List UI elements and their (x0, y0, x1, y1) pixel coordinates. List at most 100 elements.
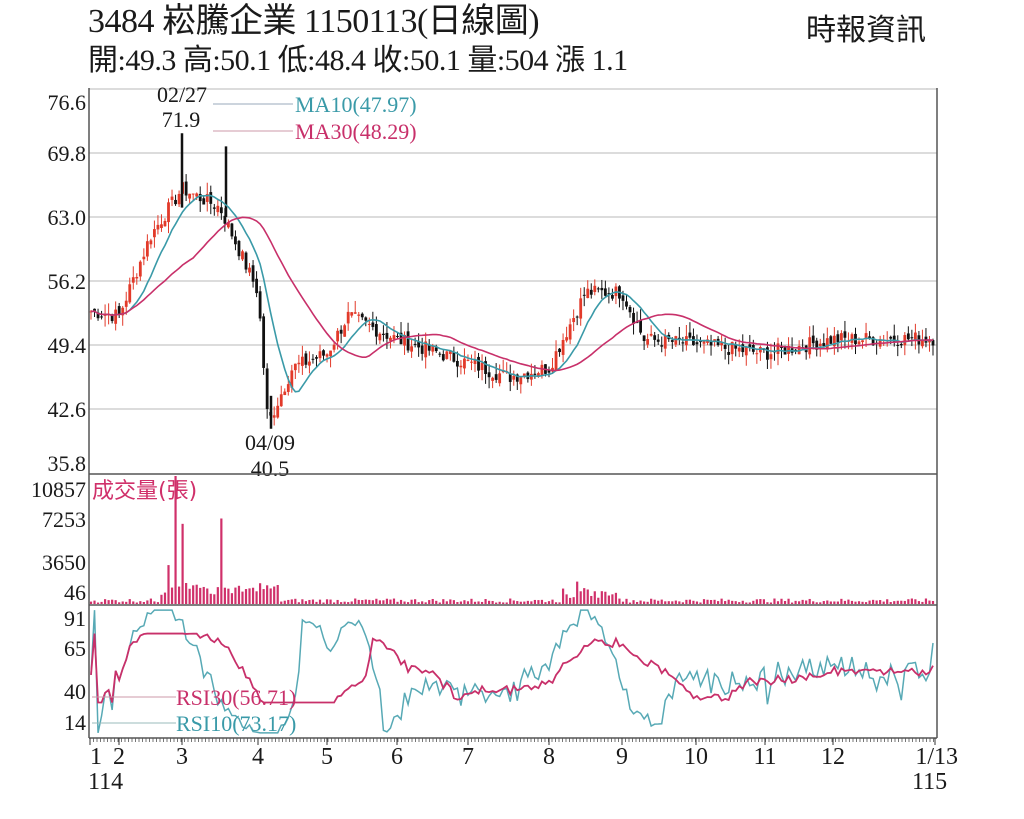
volume-bar (350, 601, 353, 604)
volume-bar (364, 599, 367, 604)
candle (737, 347, 741, 352)
volume-bar (614, 592, 618, 604)
price-tick: 35.8 (48, 451, 87, 476)
candle (628, 306, 632, 313)
volume-bar (702, 599, 706, 604)
candle (237, 240, 241, 257)
volume-bar (396, 601, 399, 604)
price-tick: 63.0 (48, 205, 87, 230)
volume-bar (188, 588, 191, 604)
candle (586, 288, 590, 299)
volume-bar (96, 602, 100, 604)
candle (533, 373, 537, 375)
candle (226, 222, 230, 228)
volume-bar (836, 601, 839, 604)
volume-bar (872, 599, 875, 604)
candle (748, 344, 752, 348)
candle (396, 335, 399, 337)
volume-bar (431, 598, 434, 604)
candle (241, 251, 244, 260)
volume-bar (170, 587, 174, 604)
candle (850, 334, 854, 343)
candle (537, 373, 540, 377)
volume-bar (643, 601, 646, 604)
candle (653, 335, 657, 340)
candle (353, 312, 357, 314)
candle (360, 313, 364, 318)
candle (776, 343, 780, 355)
candle (498, 373, 502, 384)
ma10-line (90, 194, 934, 393)
volume-bar (280, 601, 283, 604)
volume-bar (505, 602, 508, 604)
volume-bar (667, 601, 670, 604)
volume-bar (660, 599, 663, 604)
candle (730, 341, 734, 355)
candle (688, 332, 692, 338)
volume-bar (798, 601, 801, 604)
candle (589, 289, 593, 295)
candle (769, 354, 773, 360)
volume-bar (488, 600, 491, 604)
volume-bar (681, 602, 684, 604)
candle (131, 277, 135, 283)
candle (371, 322, 375, 327)
candle (607, 293, 611, 295)
x-tick-label: 12 (821, 744, 845, 770)
candle (600, 287, 604, 291)
volume-bar (787, 598, 790, 604)
candle (329, 350, 332, 357)
candle (89, 311, 93, 313)
volume-bar (347, 602, 350, 604)
candle (198, 193, 202, 202)
candle (124, 300, 128, 307)
price-tick: 42.6 (48, 397, 87, 422)
candle (290, 370, 294, 388)
candle (276, 405, 280, 418)
price-pane: 76.6 69.8 63.0 56.2 49.4 42.6 35.8 MA10(… (48, 82, 937, 481)
volume-bar (392, 598, 396, 604)
candle (304, 353, 308, 365)
volume-bar (262, 589, 265, 604)
volume-bar (375, 598, 378, 604)
candle (378, 333, 382, 341)
candle (177, 193, 181, 205)
volume-bar (882, 601, 885, 604)
candle (892, 335, 896, 342)
volume-bar (273, 586, 276, 604)
candle (868, 336, 871, 338)
volume-bar (579, 591, 582, 604)
candle (512, 375, 516, 380)
candle (529, 373, 533, 380)
candle (417, 341, 421, 348)
candle (448, 351, 452, 354)
candle (455, 360, 459, 367)
volume-bar (361, 600, 364, 604)
volume-bar (118, 602, 121, 604)
volume-bar (861, 601, 864, 604)
volume-bar (336, 599, 339, 604)
ma10-legend: MA10(47.97) (295, 92, 417, 117)
volume-bar (854, 601, 857, 604)
volume-bar (466, 601, 470, 604)
volume-bar (805, 600, 808, 604)
volume-bar (840, 598, 843, 604)
ohlc-summary: 開:49.3 高:50.1 低:48.4 收:50.1 量:504 漲 1.1 (88, 44, 628, 77)
volume-bar (759, 599, 762, 604)
volume-bar (604, 591, 607, 604)
candle (100, 316, 103, 318)
volume-bar (635, 601, 639, 604)
volume-bar (315, 601, 318, 604)
volume-bar (896, 600, 899, 604)
volume-bar (121, 601, 124, 604)
candle (262, 316, 266, 368)
volume-bar (794, 600, 797, 604)
volume-tick: 3650 (42, 550, 86, 575)
candle (603, 288, 607, 296)
volume-bar (554, 602, 558, 604)
volume-bar (382, 600, 385, 604)
volume-bar (414, 599, 417, 604)
volume-bar (149, 598, 152, 604)
volume-bar (583, 588, 586, 604)
volume-bar (294, 598, 297, 604)
